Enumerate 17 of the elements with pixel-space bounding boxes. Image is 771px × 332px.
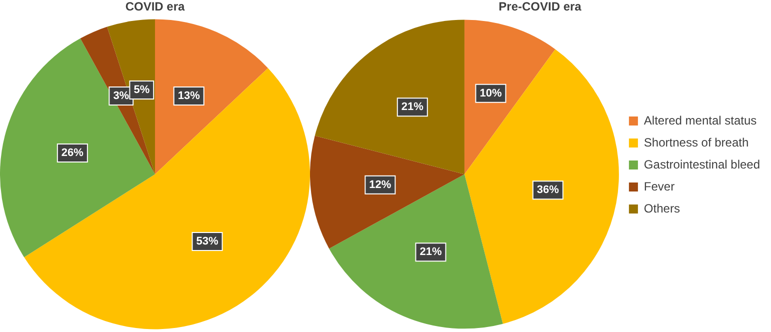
- data-label: 10%: [480, 87, 502, 100]
- data-label: 21%: [401, 101, 424, 114]
- data-label: 36%: [536, 184, 560, 196]
- legend-label: Gastrointestinal bleed: [644, 157, 760, 172]
- legend-label: Others: [644, 201, 680, 216]
- data-label: 53%: [196, 236, 218, 248]
- legend-label: Fever: [644, 179, 675, 194]
- data-label: 12%: [369, 178, 392, 191]
- legend-label: Altered mental status: [644, 113, 757, 128]
- data-label: 3%: [113, 90, 130, 102]
- data-label: 5%: [134, 84, 150, 96]
- data-label: 21%: [420, 246, 442, 258]
- chart-title: Pre-COVID era: [498, 0, 582, 14]
- data-label: 13%: [178, 90, 200, 102]
- chart-title: COVID era: [125, 0, 185, 14]
- data-label: 26%: [61, 147, 84, 160]
- legend-label: Shortness of breath: [644, 135, 749, 150]
